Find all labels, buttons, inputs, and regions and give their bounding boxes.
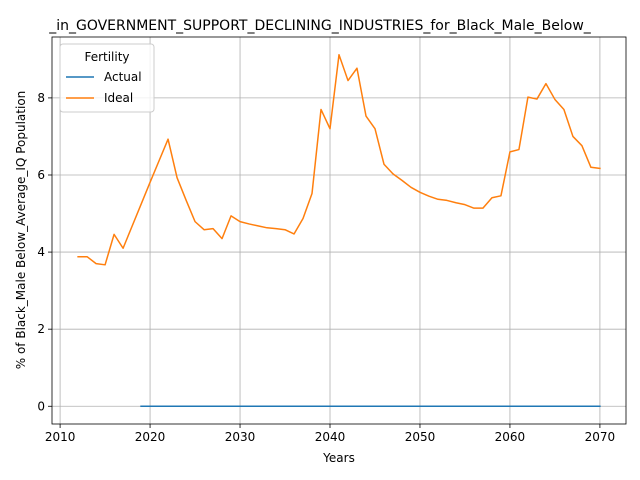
x-tick-label: 2060 [495, 430, 526, 444]
x-axis-ticks: 2010 2020 2030 2040 2050 2060 2070 [45, 424, 615, 444]
legend-title: Fertility [84, 50, 129, 64]
y-tick-label: 0 [37, 399, 45, 413]
chart-title: _in_GOVERNMENT_SUPPORT_DECLINING_INDUSTR… [48, 18, 592, 34]
x-tick-label: 2040 [315, 430, 346, 444]
series-line-ideal [77, 53, 601, 266]
x-tick-label: 2020 [135, 430, 166, 444]
y-tick-label: 4 [37, 245, 45, 259]
x-tick-label: 2070 [585, 430, 616, 444]
series-layer [77, 53, 601, 408]
legend-label-ideal: Ideal [104, 91, 133, 105]
y-axis-ticks: 0 2 4 6 8 [37, 91, 52, 413]
legend-box [59, 43, 155, 113]
plot-frame [51, 36, 627, 425]
x-tick-label: 2010 [45, 430, 76, 444]
x-tick-label: 2030 [225, 430, 256, 444]
y-axis-label: % of Black_Male Below_Average_IQ Populat… [14, 91, 28, 370]
x-tick-label: 2050 [405, 430, 436, 444]
y-tick-label: 6 [37, 168, 45, 182]
y-tick-label: 2 [37, 322, 45, 336]
y-tick-label: 8 [37, 91, 45, 105]
legend-label-actual: Actual [104, 70, 142, 84]
x-axis-label: Years [322, 451, 355, 465]
legend: Fertility Actual Ideal [59, 43, 155, 113]
